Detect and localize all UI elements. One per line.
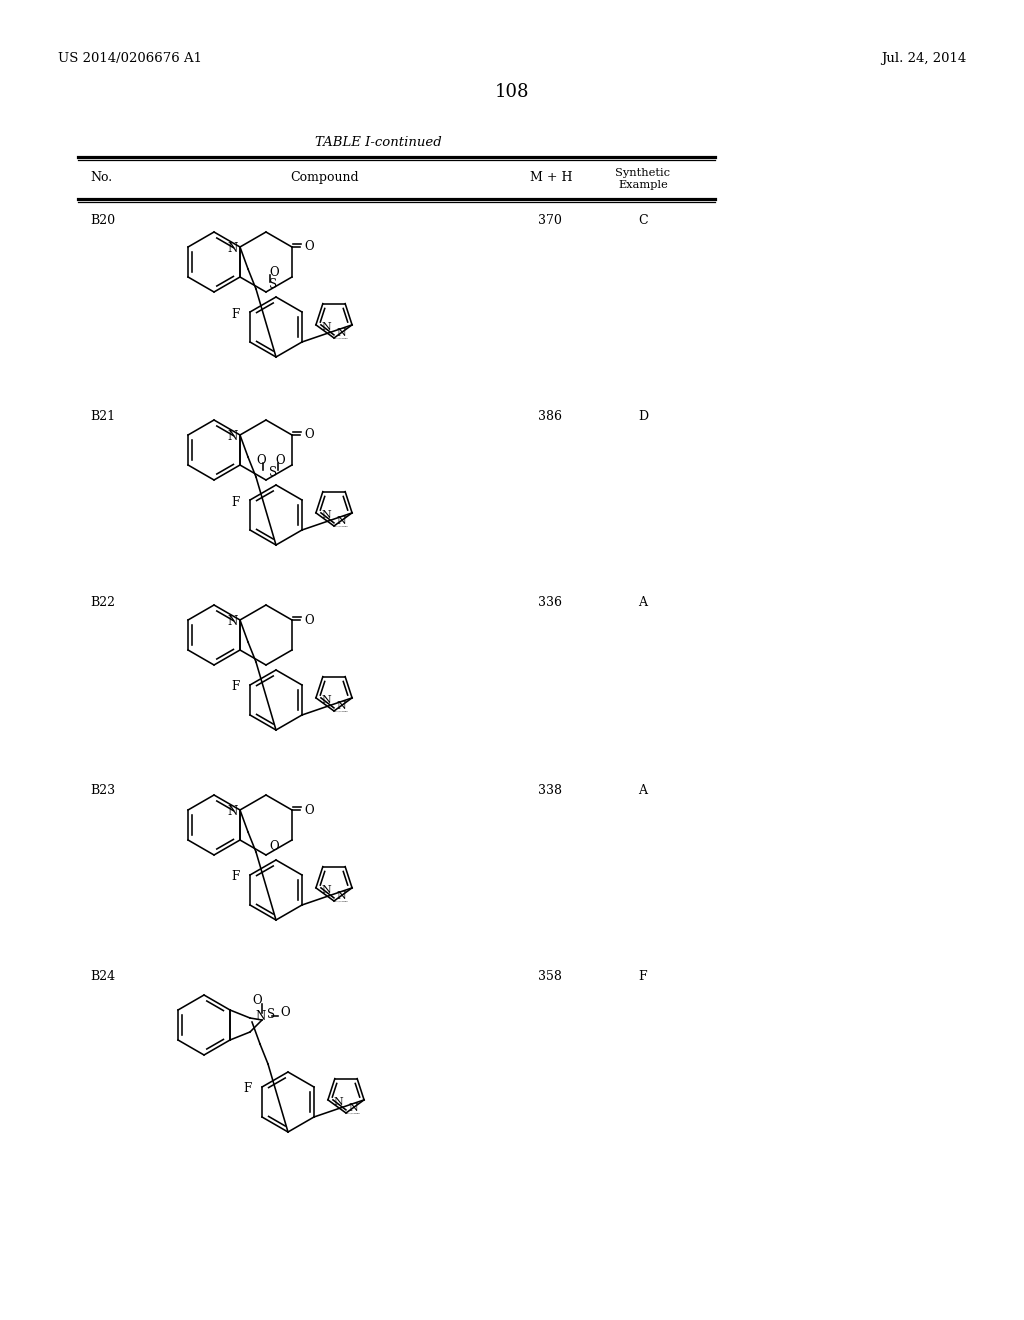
Text: O: O [256, 454, 266, 466]
Text: O: O [304, 804, 313, 817]
Text: methyl_placeholder: methyl_placeholder [335, 338, 349, 339]
Text: N: N [348, 1104, 357, 1113]
Text: F: F [231, 681, 240, 693]
Text: O: O [252, 994, 262, 1006]
Text: O: O [304, 614, 313, 627]
Text: US 2014/0206676 A1: US 2014/0206676 A1 [58, 51, 202, 65]
Text: B21: B21 [90, 411, 115, 422]
Text: S: S [267, 1008, 275, 1022]
Text: methyl_placeholder: methyl_placeholder [335, 525, 349, 528]
Text: N: N [336, 891, 346, 902]
Text: Compound: Compound [291, 172, 359, 183]
Text: B22: B22 [90, 597, 115, 609]
Text: O: O [269, 265, 279, 279]
Text: F: F [231, 495, 240, 508]
Text: O: O [280, 1006, 290, 1019]
Text: B23: B23 [90, 784, 115, 797]
Text: Jul. 24, 2014: Jul. 24, 2014 [881, 51, 966, 65]
Text: Synthetic
Example: Synthetic Example [615, 168, 671, 190]
Text: M + H: M + H [530, 172, 572, 183]
Text: O: O [304, 240, 313, 253]
Text: N: N [227, 242, 238, 255]
Text: N: N [334, 1097, 344, 1107]
Text: 358: 358 [538, 970, 562, 983]
Text: F: F [244, 1082, 252, 1096]
Text: N: N [336, 701, 346, 711]
Text: 370: 370 [538, 214, 562, 227]
Text: B24: B24 [90, 970, 115, 983]
Text: methyl_placeholder: methyl_placeholder [335, 711, 349, 713]
Text: 386: 386 [538, 411, 562, 422]
Text: C: C [638, 214, 648, 227]
Text: N: N [322, 694, 332, 705]
Text: S: S [269, 277, 278, 290]
Text: N: N [322, 322, 332, 331]
Text: F: F [639, 970, 647, 983]
Text: F: F [231, 308, 240, 321]
Text: N: N [227, 805, 238, 818]
Text: D: D [638, 411, 648, 422]
Text: methyl_placeholder: methyl_placeholder [347, 1113, 360, 1115]
Text: A: A [639, 784, 647, 797]
Text: N: N [322, 884, 332, 895]
Text: A: A [639, 597, 647, 609]
Text: N: N [227, 615, 238, 628]
Text: O: O [304, 429, 313, 441]
Text: 336: 336 [538, 597, 562, 609]
Text: N: N [336, 327, 346, 338]
Text: methyl_placeholder: methyl_placeholder [335, 900, 349, 903]
Text: N: N [227, 430, 238, 444]
Text: 338: 338 [538, 784, 562, 797]
Text: B20: B20 [90, 214, 115, 227]
Text: S: S [269, 466, 278, 479]
Text: No.: No. [90, 172, 112, 183]
Text: O: O [269, 841, 279, 854]
Text: N: N [255, 1010, 265, 1023]
Text: N: N [322, 510, 332, 520]
Text: O: O [275, 454, 285, 466]
Text: N: N [336, 516, 346, 525]
Text: 108: 108 [495, 83, 529, 102]
Text: F: F [231, 870, 240, 883]
Text: TABLE I-continued: TABLE I-continued [314, 136, 441, 149]
